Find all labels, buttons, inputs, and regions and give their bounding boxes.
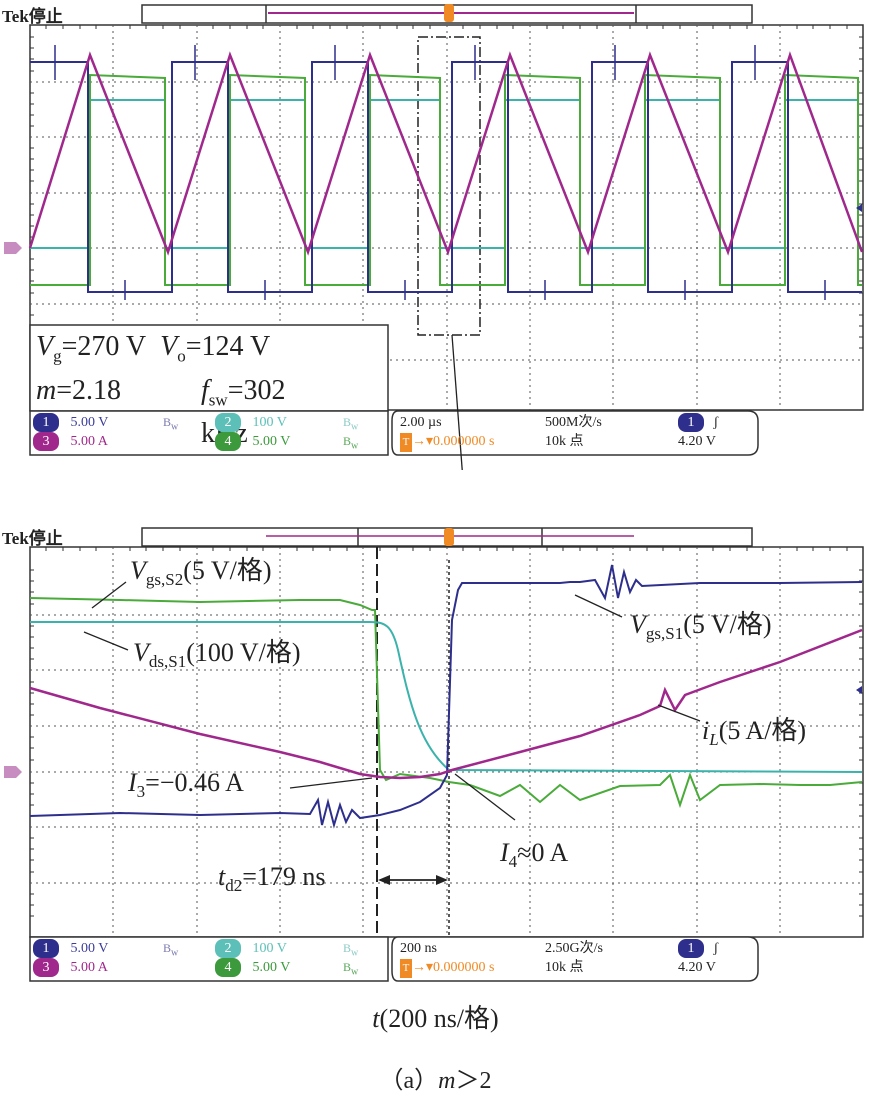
bottom-channel-readout: 1 5.00 V Bw 2 100 V Bw 3 5.00 A 4 5.00 V… [33,939,388,979]
label-i3: I3=−0.46 A [128,768,244,802]
figure-caption: （a）m＞2 [379,1068,492,1094]
top-scope-display [4,4,864,470]
top-timebase-readout: 2.00 µs 500M次/s 1 ʃ T →▾0.000000 s 10k 点 … [400,413,750,453]
top-channel-readout: 1 5.00 V Bw 2 100 V Bw 3 5.00 A 4 5.00 V… [33,413,388,453]
bottom-timebase-readout: 200 ns 2.50G次/s 1 ʃ T →▾0.000000 s 10k 点 … [400,939,750,979]
label-i4: I4≈0 A [500,838,569,872]
bottom-scope-display [4,527,864,982]
scope-status-bottom: Tek停止 [2,529,63,548]
label-vds-s1: Vds,S1(100 V/格) [133,638,301,672]
ch3-ground-marker-icon [4,242,22,254]
label-vgs-s2: Vgs,S2(5 V/格) [130,556,272,590]
label-td2: td2=179 ns [218,862,326,896]
trigger-marker-icon [444,4,454,22]
scope-status-top: Tek停止 [2,7,63,26]
label-il: iL(5 A/格) [702,716,807,750]
label-vgs-s1: Vgs,S1(5 V/格) [630,610,772,644]
x-axis-label: t(200 ns/格) [372,1004,499,1033]
